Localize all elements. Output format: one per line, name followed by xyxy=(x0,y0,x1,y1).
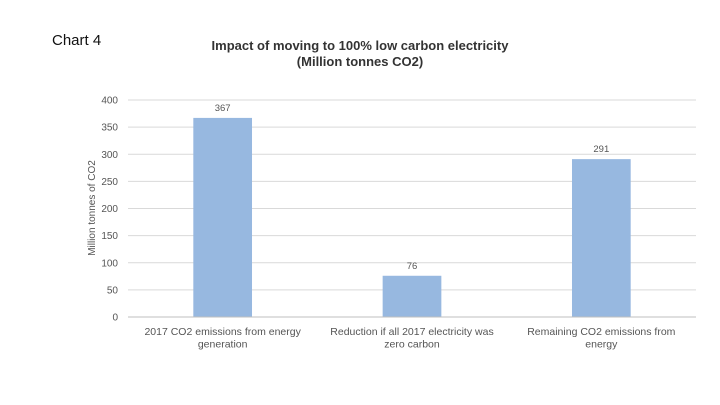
y-tick-label: 350 xyxy=(101,123,118,134)
y-tick-label: 0 xyxy=(112,313,118,324)
category-label-1-line-2: generation xyxy=(198,339,248,351)
bar-3 xyxy=(571,159,631,317)
category-labels: 2017 CO2 emissions from energygeneration… xyxy=(144,326,675,351)
y-tick-label: 150 xyxy=(101,231,118,242)
y-tick-label: 300 xyxy=(101,150,118,161)
chart-title: Impact of moving to 100% low carbon elec… xyxy=(211,38,509,53)
category-label-1-line-1: 2017 CO2 emissions from energy xyxy=(144,326,301,338)
y-tick-label: 50 xyxy=(107,285,119,296)
data-label-1: 367 xyxy=(215,103,231,114)
bar-2 xyxy=(382,275,442,317)
chart-number-label: Chart 4 xyxy=(52,32,102,49)
y-tick-label: 250 xyxy=(101,177,118,188)
y-axis-title: Million tonnes of CO2 xyxy=(87,160,98,256)
category-label-3-line-1: Remaining CO2 emissions from xyxy=(527,326,675,338)
bar-1 xyxy=(193,117,253,317)
y-tick-label: 400 xyxy=(101,96,118,107)
y-tick-label: 100 xyxy=(101,258,118,269)
y-axis-ticks: 0 50 100 150 200 250 300 350 400 xyxy=(101,96,118,324)
y-tick-label: 200 xyxy=(101,204,118,215)
data-label-3: 291 xyxy=(593,144,609,155)
category-label-2-line-2: zero carbon xyxy=(384,339,440,351)
category-label-2-line-1: Reduction if all 2017 electricity was xyxy=(330,326,493,338)
data-labels: 367 76 291 xyxy=(215,103,610,272)
data-label-2: 76 xyxy=(407,261,418,272)
chart-subtitle: (Million tonnes CO2) xyxy=(296,54,424,69)
category-label-3-line-2: energy xyxy=(585,339,618,351)
bars xyxy=(193,117,631,317)
